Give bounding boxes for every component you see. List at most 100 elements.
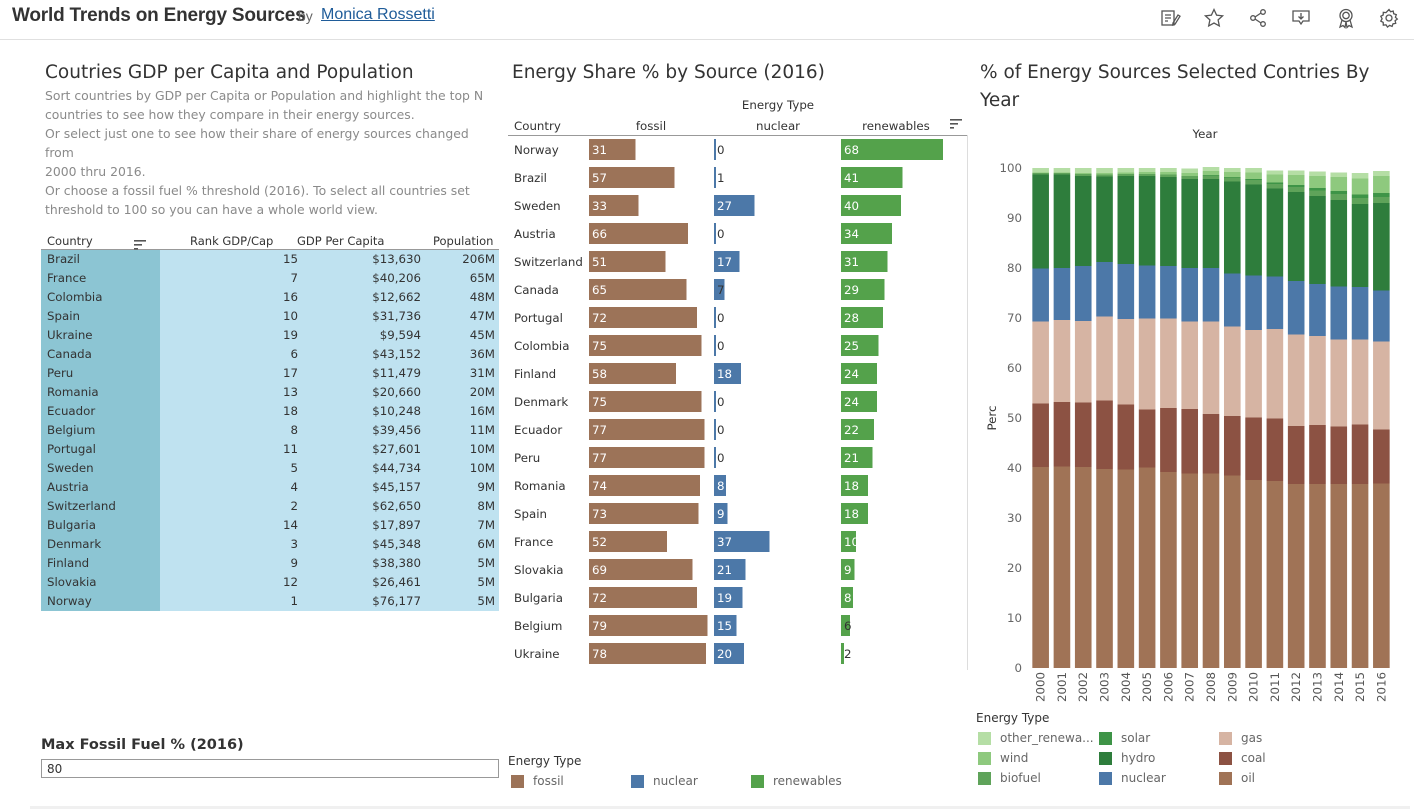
stack-segment-gas[interactable] (1181, 321, 1199, 410)
stack-segment-nuclear[interactable] (1223, 273, 1241, 327)
table-row[interactable]: Denmark 3 $45,348 6M (41, 535, 499, 554)
stack-segment-gas[interactable] (1160, 318, 1177, 409)
table-row[interactable]: Bulgaria 14 $17,897 7M (41, 516, 499, 535)
nuclear-bar[interactable] (714, 391, 716, 412)
country-label[interactable]: Canada (514, 283, 559, 297)
nuclear-bar[interactable] (714, 223, 716, 244)
stack-segment-other_renewables[interactable] (1074, 168, 1092, 173)
fossil-bar[interactable] (589, 503, 699, 524)
fossil-threshold-input[interactable] (41, 759, 499, 778)
table-row[interactable]: Slovakia 12 $26,461 5M (41, 573, 499, 592)
stack-segment-biofuel[interactable] (1245, 180, 1262, 185)
stack-segment-coal[interactable] (1223, 416, 1241, 476)
stack-segment-other_renewables[interactable] (1223, 168, 1241, 172)
country-label[interactable]: Finland (514, 367, 556, 381)
settings-gear-icon[interactable] (1378, 7, 1400, 29)
stack-segment-gas[interactable] (1287, 334, 1305, 427)
stack-segment-gas[interactable] (1309, 336, 1326, 425)
nuclear-bar[interactable] (714, 503, 728, 524)
stack-segment-other_renewables[interactable] (1309, 171, 1326, 177)
sort-icon[interactable] (950, 119, 962, 129)
renewables-bar[interactable] (841, 615, 850, 636)
nuclear-bar[interactable] (714, 475, 726, 496)
download-icon[interactable] (1290, 7, 1312, 29)
renewables-bar[interactable] (841, 503, 868, 524)
fossil-bar[interactable] (589, 643, 706, 664)
country-label[interactable]: Ecuador (514, 423, 562, 437)
column-header-nuclear[interactable]: nuclear (756, 119, 800, 133)
stack-segment-hydro[interactable] (1330, 200, 1348, 287)
stack-segment-hydro[interactable] (1074, 176, 1092, 266)
stack-segment-hydro[interactable] (1351, 204, 1369, 287)
stack-segment-oil[interactable] (1223, 475, 1241, 669)
stack-segment-wind[interactable] (1138, 172, 1156, 174)
stack-segment-hydro[interactable] (1202, 179, 1220, 268)
table-row[interactable]: Austria 4 $45,157 9M (41, 478, 499, 497)
renewables-bar[interactable] (841, 251, 888, 272)
fossil-bar[interactable] (589, 307, 697, 328)
stack-segment-wind[interactable] (1287, 175, 1305, 185)
stack-segment-wind[interactable] (1266, 174, 1284, 183)
stack-segment-coal[interactable] (1096, 400, 1113, 470)
stack-segment-oil[interactable] (1160, 472, 1177, 668)
fossil-bar[interactable] (589, 279, 687, 300)
stack-segment-oil[interactable] (1117, 469, 1135, 669)
stack-segment-nuclear[interactable] (1202, 268, 1220, 322)
stack-segment-solar[interactable] (1351, 194, 1369, 199)
stack-segment-other_renewables[interactable] (1096, 168, 1113, 173)
stack-segment-hydro[interactable] (1309, 196, 1326, 284)
country-label[interactable]: Slovakia (514, 563, 564, 577)
renewables-bar[interactable] (841, 363, 877, 384)
renewables-bar[interactable] (841, 223, 892, 244)
stack-segment-biofuel[interactable] (1160, 174, 1177, 178)
nuclear-bar[interactable] (714, 335, 716, 356)
stack-segment-wind[interactable] (1351, 178, 1369, 195)
stack-segment-gas[interactable] (1202, 321, 1220, 415)
stack-segment-wind[interactable] (1245, 172, 1262, 180)
edit-icon[interactable] (1159, 7, 1181, 29)
fossil-bar[interactable] (589, 195, 639, 216)
stack-segment-biofuel[interactable] (1309, 190, 1326, 197)
stack-segment-biofuel[interactable] (1373, 197, 1390, 203)
stack-segment-nuclear[interactable] (1266, 276, 1284, 330)
stack-segment-biofuel[interactable] (1032, 173, 1049, 175)
country-label[interactable]: Belgium (514, 619, 562, 633)
stack-segment-gas[interactable] (1223, 326, 1241, 417)
renewables-bar[interactable] (841, 419, 874, 440)
stack-segment-wind[interactable] (1160, 172, 1177, 175)
nuclear-bar[interactable] (714, 363, 741, 384)
stack-segment-other_renewables[interactable] (1138, 168, 1156, 172)
stack-segment-gas[interactable] (1053, 320, 1071, 402)
stack-segment-biofuel[interactable] (1074, 174, 1092, 176)
renewables-bar[interactable] (841, 139, 943, 160)
share-icon[interactable] (1247, 7, 1269, 29)
stack-segment-coal[interactable] (1351, 424, 1369, 485)
country-label[interactable]: Switzerland (514, 255, 583, 269)
stack-segment-coal[interactable] (1117, 404, 1135, 470)
stack-segment-biofuel[interactable] (1351, 198, 1369, 204)
stack-segment-biofuel[interactable] (1053, 173, 1071, 175)
stack-segment-other_renewables[interactable] (1351, 173, 1369, 179)
fossil-bar[interactable] (589, 475, 700, 496)
stack-segment-nuclear[interactable] (1053, 268, 1071, 320)
table-row[interactable]: Portugal 11 $27,601 10M (41, 440, 499, 459)
country-label[interactable]: Peru (514, 451, 540, 465)
nuclear-bar[interactable] (714, 559, 746, 580)
stack-segment-nuclear[interactable] (1373, 290, 1390, 342)
stack-segment-other_renewables[interactable] (1160, 168, 1177, 172)
stack-segment-coal[interactable] (1309, 425, 1326, 484)
stack-segment-nuclear[interactable] (1032, 268, 1049, 322)
stack-segment-other_renewables[interactable] (1202, 167, 1220, 171)
table-row[interactable]: Spain 10 $31,736 47M (41, 307, 499, 326)
fossil-bar[interactable] (589, 251, 666, 272)
nuclear-bar[interactable] (714, 195, 755, 216)
stack-segment-wind[interactable] (1309, 176, 1326, 188)
stack-segment-hydro[interactable] (1117, 176, 1135, 264)
table-row[interactable]: Romania 13 $20,660 20M (41, 383, 499, 402)
renewables-bar[interactable] (841, 279, 885, 300)
country-label[interactable]: Denmark (514, 395, 568, 409)
author-link[interactable]: Monica Rossetti (321, 6, 435, 23)
renewables-bar[interactable] (841, 587, 853, 608)
fossil-bar[interactable] (589, 363, 676, 384)
stack-segment-nuclear[interactable] (1074, 266, 1092, 321)
